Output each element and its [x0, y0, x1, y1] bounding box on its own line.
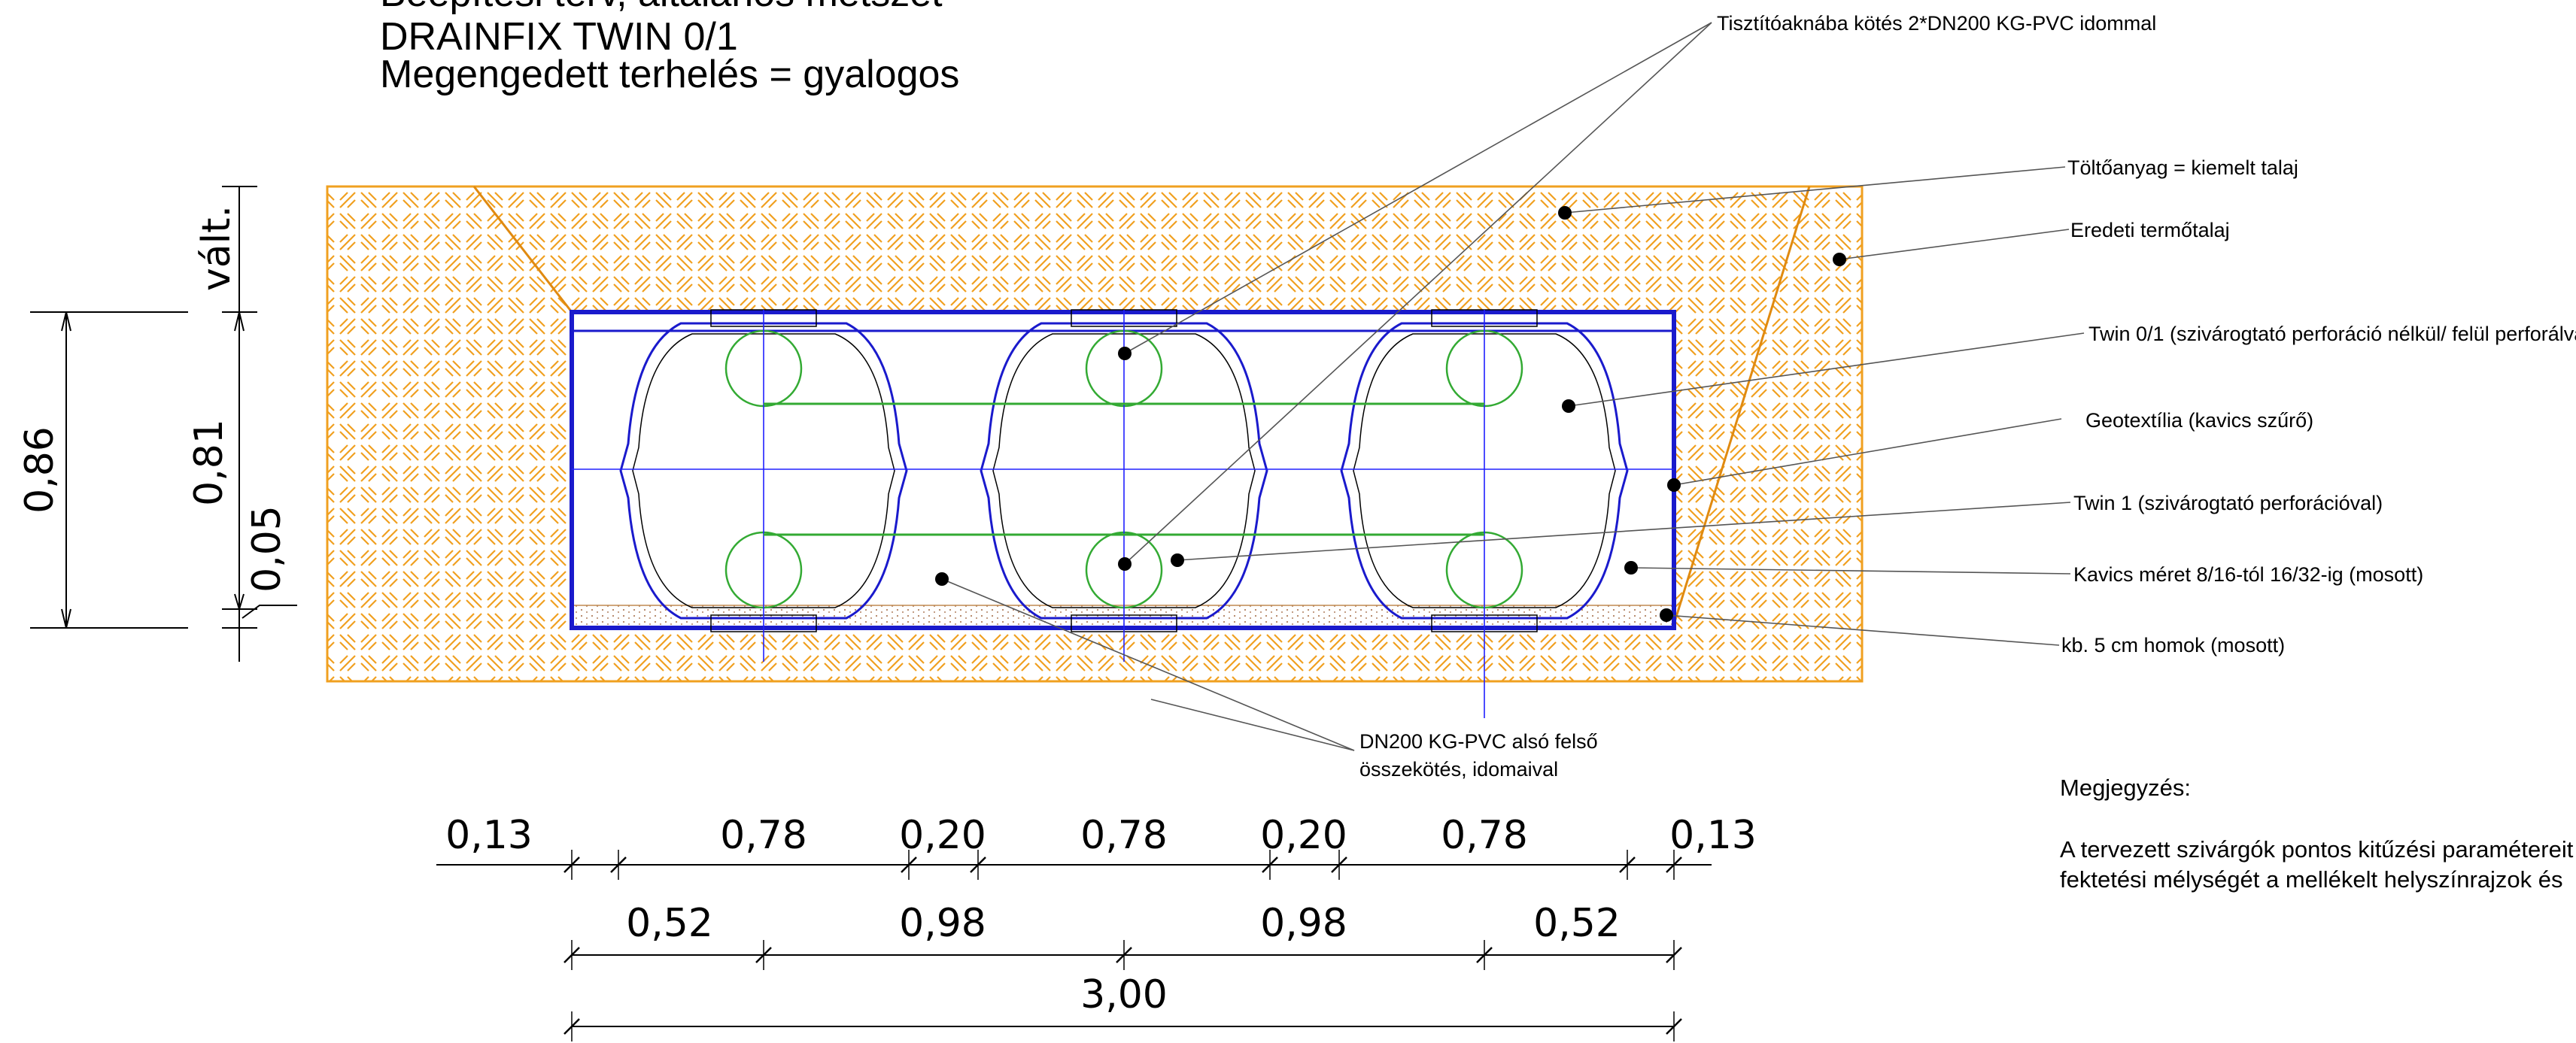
note-block: Megjegyzés: A tervezett szivárgók pontos…: [2060, 775, 2576, 893]
leader-pipe: [941, 578, 1355, 751]
vdim-sand-leader: [242, 605, 297, 619]
unit-inner-0: [632, 333, 895, 608]
callout-labels: Tisztítóaknába kötés 2*DN200 KG-PVC idom…: [1359, 12, 2576, 781]
hdim-total: 3,00: [1080, 972, 1168, 1017]
hdim-r1-3: 0,78: [1080, 813, 1168, 858]
label-backfill: Töltőanyag = kiemelt talaj: [2067, 156, 2298, 179]
geotextile-outline: [570, 310, 1676, 630]
label-gravel: Kavics méret 8/16-tól 16/32-ig (mosott): [2073, 563, 2423, 586]
vdim-variable-label: vált.: [194, 205, 239, 291]
dot-sand: [1660, 608, 1673, 622]
dot-backfill: [1558, 206, 1572, 220]
unit-body-2: [1340, 322, 1629, 620]
label-pipe-line1: DN200 KG-PVC alsó felső: [1359, 730, 1598, 753]
dot-pipe: [935, 572, 949, 586]
unit-inner-1: [992, 333, 1256, 608]
note-line-1: A tervezett szivárgók pontos kitűzési pa…: [2060, 836, 2576, 863]
leader-sand: [1666, 614, 2060, 646]
leader-backfill: [1564, 166, 2066, 214]
leader-gravel: [1630, 567, 2071, 575]
note-heading: Megjegyzés:: [2060, 775, 2191, 801]
horizontal-dimension-labels: 0,13 0,78 0,20 0,78 0,20 0,78 0,13 0,52 …: [445, 813, 1757, 1017]
label-twin1: Twin 1 (szivárogtató perforációval): [2073, 492, 2383, 514]
hdim-r1-5: 0,78: [1441, 813, 1528, 858]
dot-cleanout-a: [1118, 347, 1132, 360]
leader-lines: [941, 22, 2085, 751]
dot-twin1: [1171, 553, 1184, 567]
unit-body-0: [619, 322, 908, 620]
dot-native-soil: [1833, 253, 1846, 266]
label-cleanout: Tisztítóaknába kötés 2*DN200 KG-PVC idom…: [1717, 12, 2156, 35]
vdim-sand-label: 0,05: [245, 505, 290, 593]
dot-cleanout-b: [1118, 557, 1132, 571]
hdim-r2-2: 0,98: [1260, 901, 1347, 946]
leader-cleanout-b: [1124, 22, 1712, 565]
drainage-units: [572, 309, 1674, 718]
hdim-r2-3: 0,52: [1533, 901, 1621, 946]
vdim-sand-arrow: [234, 593, 245, 612]
vdim-inner-label: 0,81: [187, 419, 232, 506]
vertical-dimension-labels: 0,86 vált. 0,81 0,05: [17, 205, 290, 593]
title-line-2: DRAINFIX TWIN 0/1: [380, 15, 738, 59]
note-line-2: fektetési mélységét a mellékelt helyszín…: [2060, 866, 2563, 893]
dot-twin01: [1562, 399, 1575, 413]
soil-section: [326, 185, 1864, 683]
unit-body-1: [980, 322, 1268, 620]
hdim-r2-1: 0,98: [899, 901, 986, 946]
label-twin01: Twin 0/1 (szivárogtató perforáció nélkül…: [2088, 323, 2576, 345]
leader-dots: [935, 206, 1846, 622]
vdim-inner-arrow: [234, 311, 245, 332]
hdim-r1-4: 0,20: [1260, 813, 1347, 858]
leader-geotextile: [1673, 418, 2062, 486]
hdim-r1-2: 0,20: [899, 813, 986, 858]
sand-layer: [571, 605, 1675, 629]
unit-inner-2: [1353, 333, 1616, 608]
title-line-1: Beépítési terv, általános metszet: [380, 0, 943, 15]
title-block: Beépítési terv, általános metszet DRAINF…: [380, 0, 959, 96]
trench-wall-right: [1672, 186, 1811, 625]
label-geotextile: Geotextília (kavics szűrő): [2085, 409, 2313, 432]
gravel-bed: [572, 312, 1674, 628]
dot-gravel: [1624, 561, 1638, 575]
vdim-outer-label: 0,86: [17, 426, 62, 514]
vertical-dimensions: [30, 186, 297, 662]
hdim-r1-1: 0,78: [720, 813, 807, 858]
hdim-r1-6: 0,13: [1669, 813, 1757, 858]
leader-twin1: [1177, 502, 2071, 561]
vdim-outer-arrow-top: [61, 311, 71, 332]
title-line-3: Megengedett terhelés = gyalogos: [380, 53, 959, 96]
label-sand: kb. 5 cm homok (mosott): [2061, 634, 2285, 656]
hdim-r2-0: 0,52: [626, 901, 713, 946]
leader-cleanout-a: [1124, 22, 1712, 354]
hdim-r1-0: 0,13: [445, 813, 533, 858]
leader-twin01: [1568, 332, 2085, 407]
horizontal-dimension-ticks: [564, 850, 1682, 1041]
label-native-soil: Eredeti termőtalaj: [2070, 219, 2230, 241]
trench-wall-left: [472, 186, 573, 313]
label-pipe-line2: összekötés, idomaival: [1359, 758, 1558, 781]
dot-geotextile: [1667, 478, 1681, 492]
vdim-outer-arrow-bottom: [61, 608, 71, 629]
leader-pipe-b: [1150, 699, 1355, 751]
leader-native-soil: [1839, 229, 2070, 260]
